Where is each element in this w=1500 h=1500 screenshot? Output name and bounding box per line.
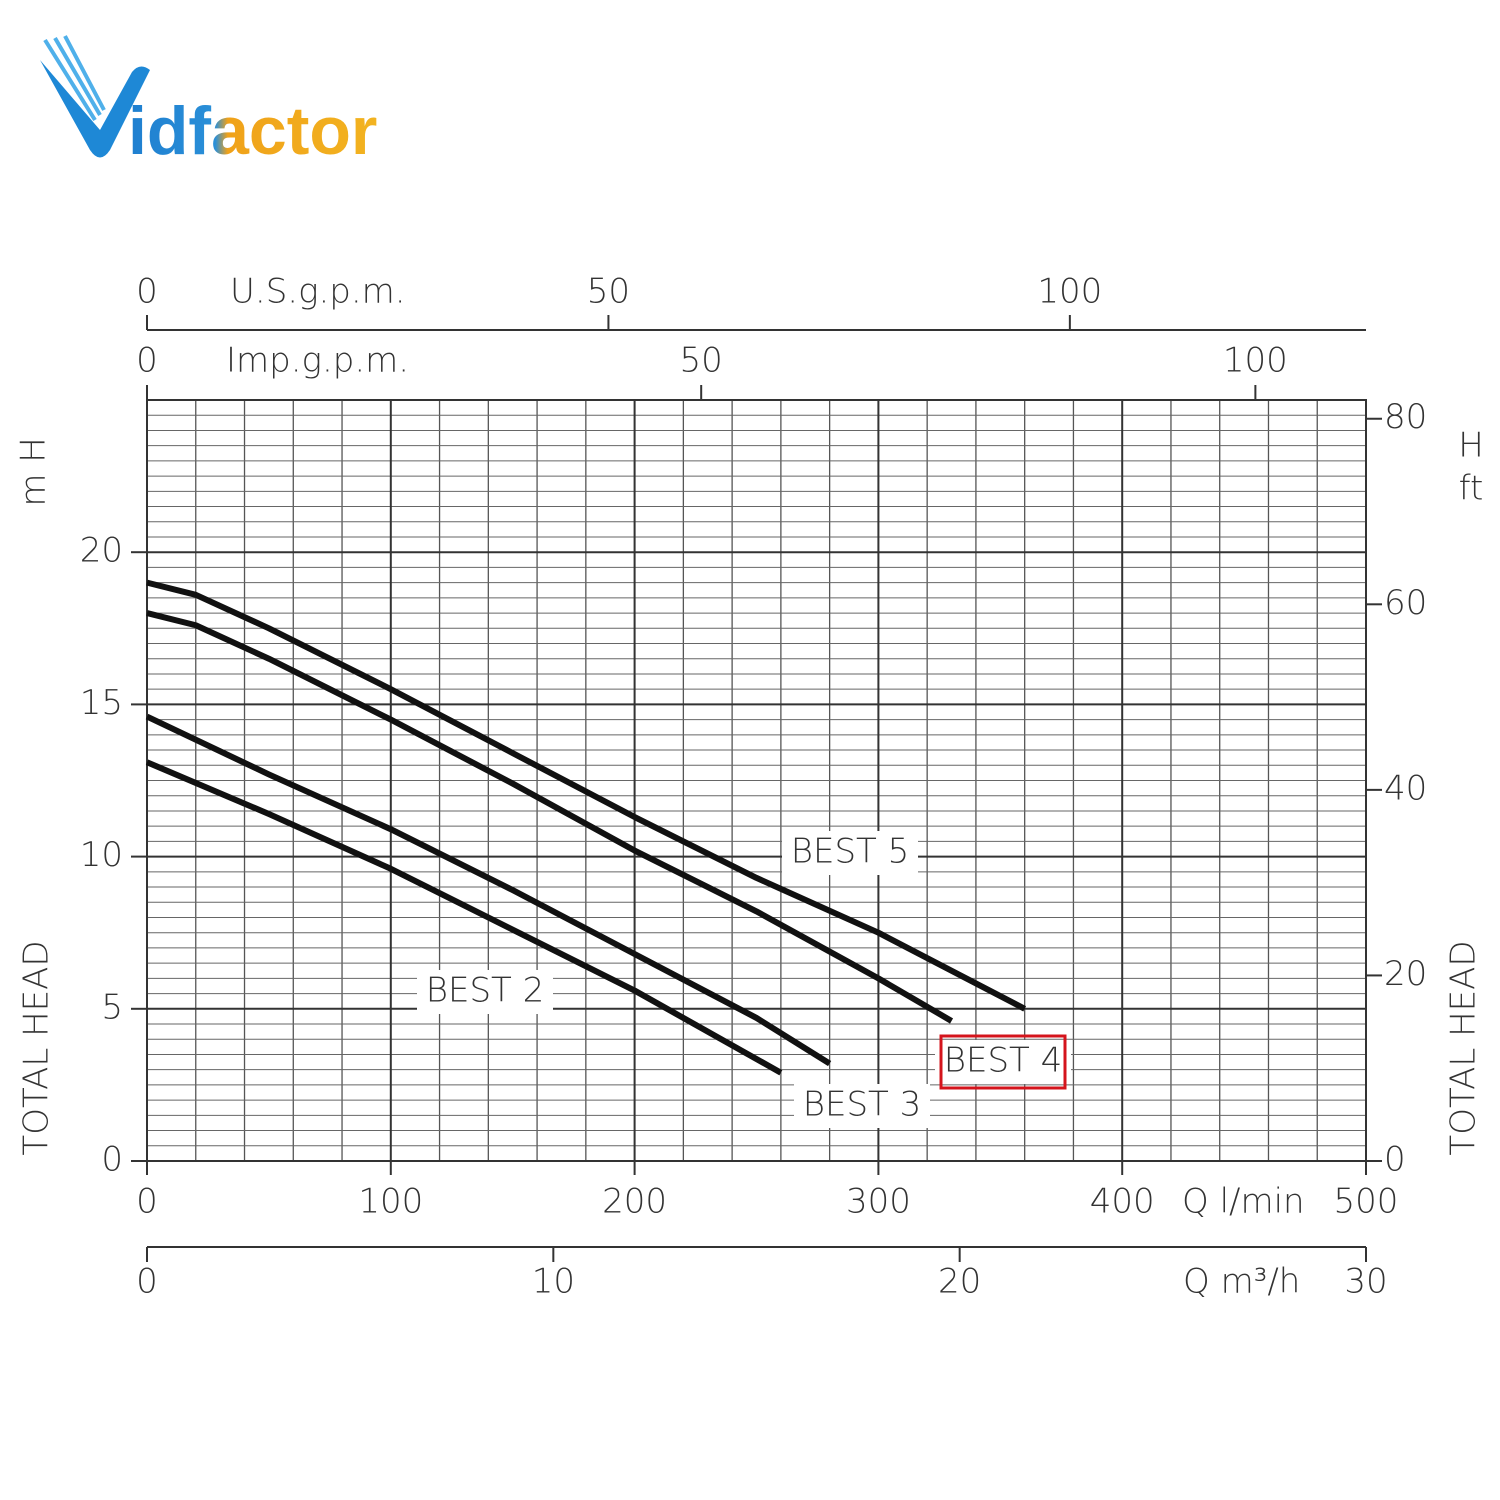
secondary-tick-label: 0	[136, 1262, 158, 1302]
secondary-axis-label: Q m³/h	[1183, 1262, 1300, 1302]
y-tick-label: 0	[101, 1140, 123, 1180]
y-tick-label: 20	[80, 531, 123, 571]
y-unit-symbol: H	[14, 437, 54, 463]
series-label: BEST 4	[944, 1041, 1063, 1081]
secondary-tick-label: 0	[136, 341, 158, 381]
secondary-tick-label: 100	[1223, 341, 1288, 381]
secondary-tick-label: 0	[136, 272, 158, 312]
logo-lines	[43, 35, 106, 122]
y2-tick-label: 0	[1384, 1140, 1406, 1180]
curve	[146, 610, 954, 1024]
y2-tick-label: 60	[1384, 583, 1427, 623]
curve	[146, 579, 1027, 1012]
y-unit: m	[14, 473, 54, 506]
curve	[145, 759, 783, 1076]
y2-tick-label: 20	[1384, 954, 1427, 994]
logo-text: idfactor	[128, 93, 377, 169]
series-label: BEST 3	[803, 1085, 922, 1125]
x-axis-label: Q l/min	[1182, 1182, 1305, 1222]
y2-tick-label: 40	[1384, 768, 1427, 808]
series-label: BEST 5	[791, 832, 910, 872]
secondary-tick-label: 50	[680, 341, 723, 381]
label-background	[794, 1084, 930, 1128]
x-tick-label: 300	[846, 1182, 911, 1222]
secondary-tick-label: 10	[532, 1262, 575, 1302]
y-tick-label: 5	[101, 987, 123, 1027]
curve	[145, 713, 832, 1067]
label-background	[417, 970, 553, 1014]
y2-tick-label: 80	[1384, 397, 1427, 437]
y-axis-label: TOTAL HEAD	[17, 940, 57, 1155]
logo-mark	[40, 60, 150, 158]
y2-axis-label: TOTAL HEAD	[1444, 940, 1484, 1155]
label-background	[935, 1040, 1071, 1084]
logo: idfactor	[40, 35, 377, 169]
secondary-axis-label: Imp.g.p.m.	[226, 341, 409, 381]
secondary-tick-label: 100	[1037, 272, 1102, 312]
y-tick-label: 10	[80, 835, 123, 875]
y2-unit: ft	[1459, 469, 1484, 509]
secondary-tick-label: 20	[938, 1262, 981, 1302]
x-tick-label: 500	[1334, 1182, 1399, 1222]
secondary-tick-label: 50	[587, 272, 630, 312]
highlight-box	[939, 1034, 1067, 1090]
y-tick-label: 15	[80, 683, 123, 723]
label-background	[782, 831, 918, 875]
x-tick-label: 100	[358, 1182, 423, 1222]
secondary-tick-label: 30	[1344, 1262, 1387, 1302]
x-tick-label: 200	[602, 1182, 667, 1222]
secondary-axis-label: U.S.g.p.m.	[230, 272, 406, 312]
series-label: BEST 2	[426, 971, 545, 1011]
x-tick-label: 0	[136, 1182, 158, 1222]
x-tick-label: 400	[1090, 1182, 1155, 1222]
y2-unit-symbol: H	[1458, 426, 1484, 466]
